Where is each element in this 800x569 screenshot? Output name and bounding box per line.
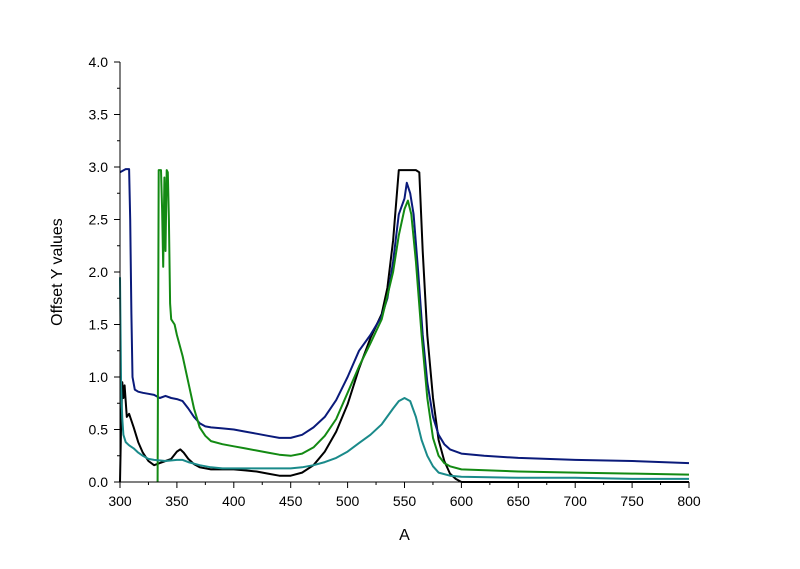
x-tick-label: 600 [450,493,474,509]
x-axis-ticks: 300 350 400 450 500 550 600 650 700 750 800 [108,482,701,509]
x-tick-label: 650 [507,493,531,509]
y-tick-label: 0.0 [89,474,109,490]
x-tick-label: 550 [393,493,417,509]
x-tick-label: 700 [564,493,588,509]
y-axis-title: Offset Y values [49,218,66,326]
x-tick-label: 400 [222,493,246,509]
axes-layer [119,62,689,483]
y-tick-label: 1.5 [89,317,109,333]
y-tick-label: 0.5 [89,422,109,438]
x-tick-label: 350 [165,493,189,509]
x-tick-label: 450 [279,493,303,509]
y-tick-label: 2.5 [89,212,109,228]
y-tick-label: 2.0 [89,264,109,280]
series-layer [119,168,690,483]
y-tick-label: 3.0 [89,159,109,175]
series-line-3 [156,169,690,483]
x-tick-label: 300 [108,493,132,509]
x-axis-title: A [399,527,410,544]
y-tick-label: 1.0 [89,369,109,385]
y-axis-ticks: 0.0 0.5 1.0 1.5 2.0 2.5 3.0 3.5 4.0 [89,54,120,490]
x-tick-label: 750 [620,493,644,509]
series-line-4 [119,277,689,480]
series-line-2 [119,168,690,465]
y-tick-label: 4.0 [89,54,109,70]
x-tick-label: 800 [677,493,701,509]
x-tick-label: 500 [336,493,360,509]
y-tick-label: 3.5 [89,107,109,123]
